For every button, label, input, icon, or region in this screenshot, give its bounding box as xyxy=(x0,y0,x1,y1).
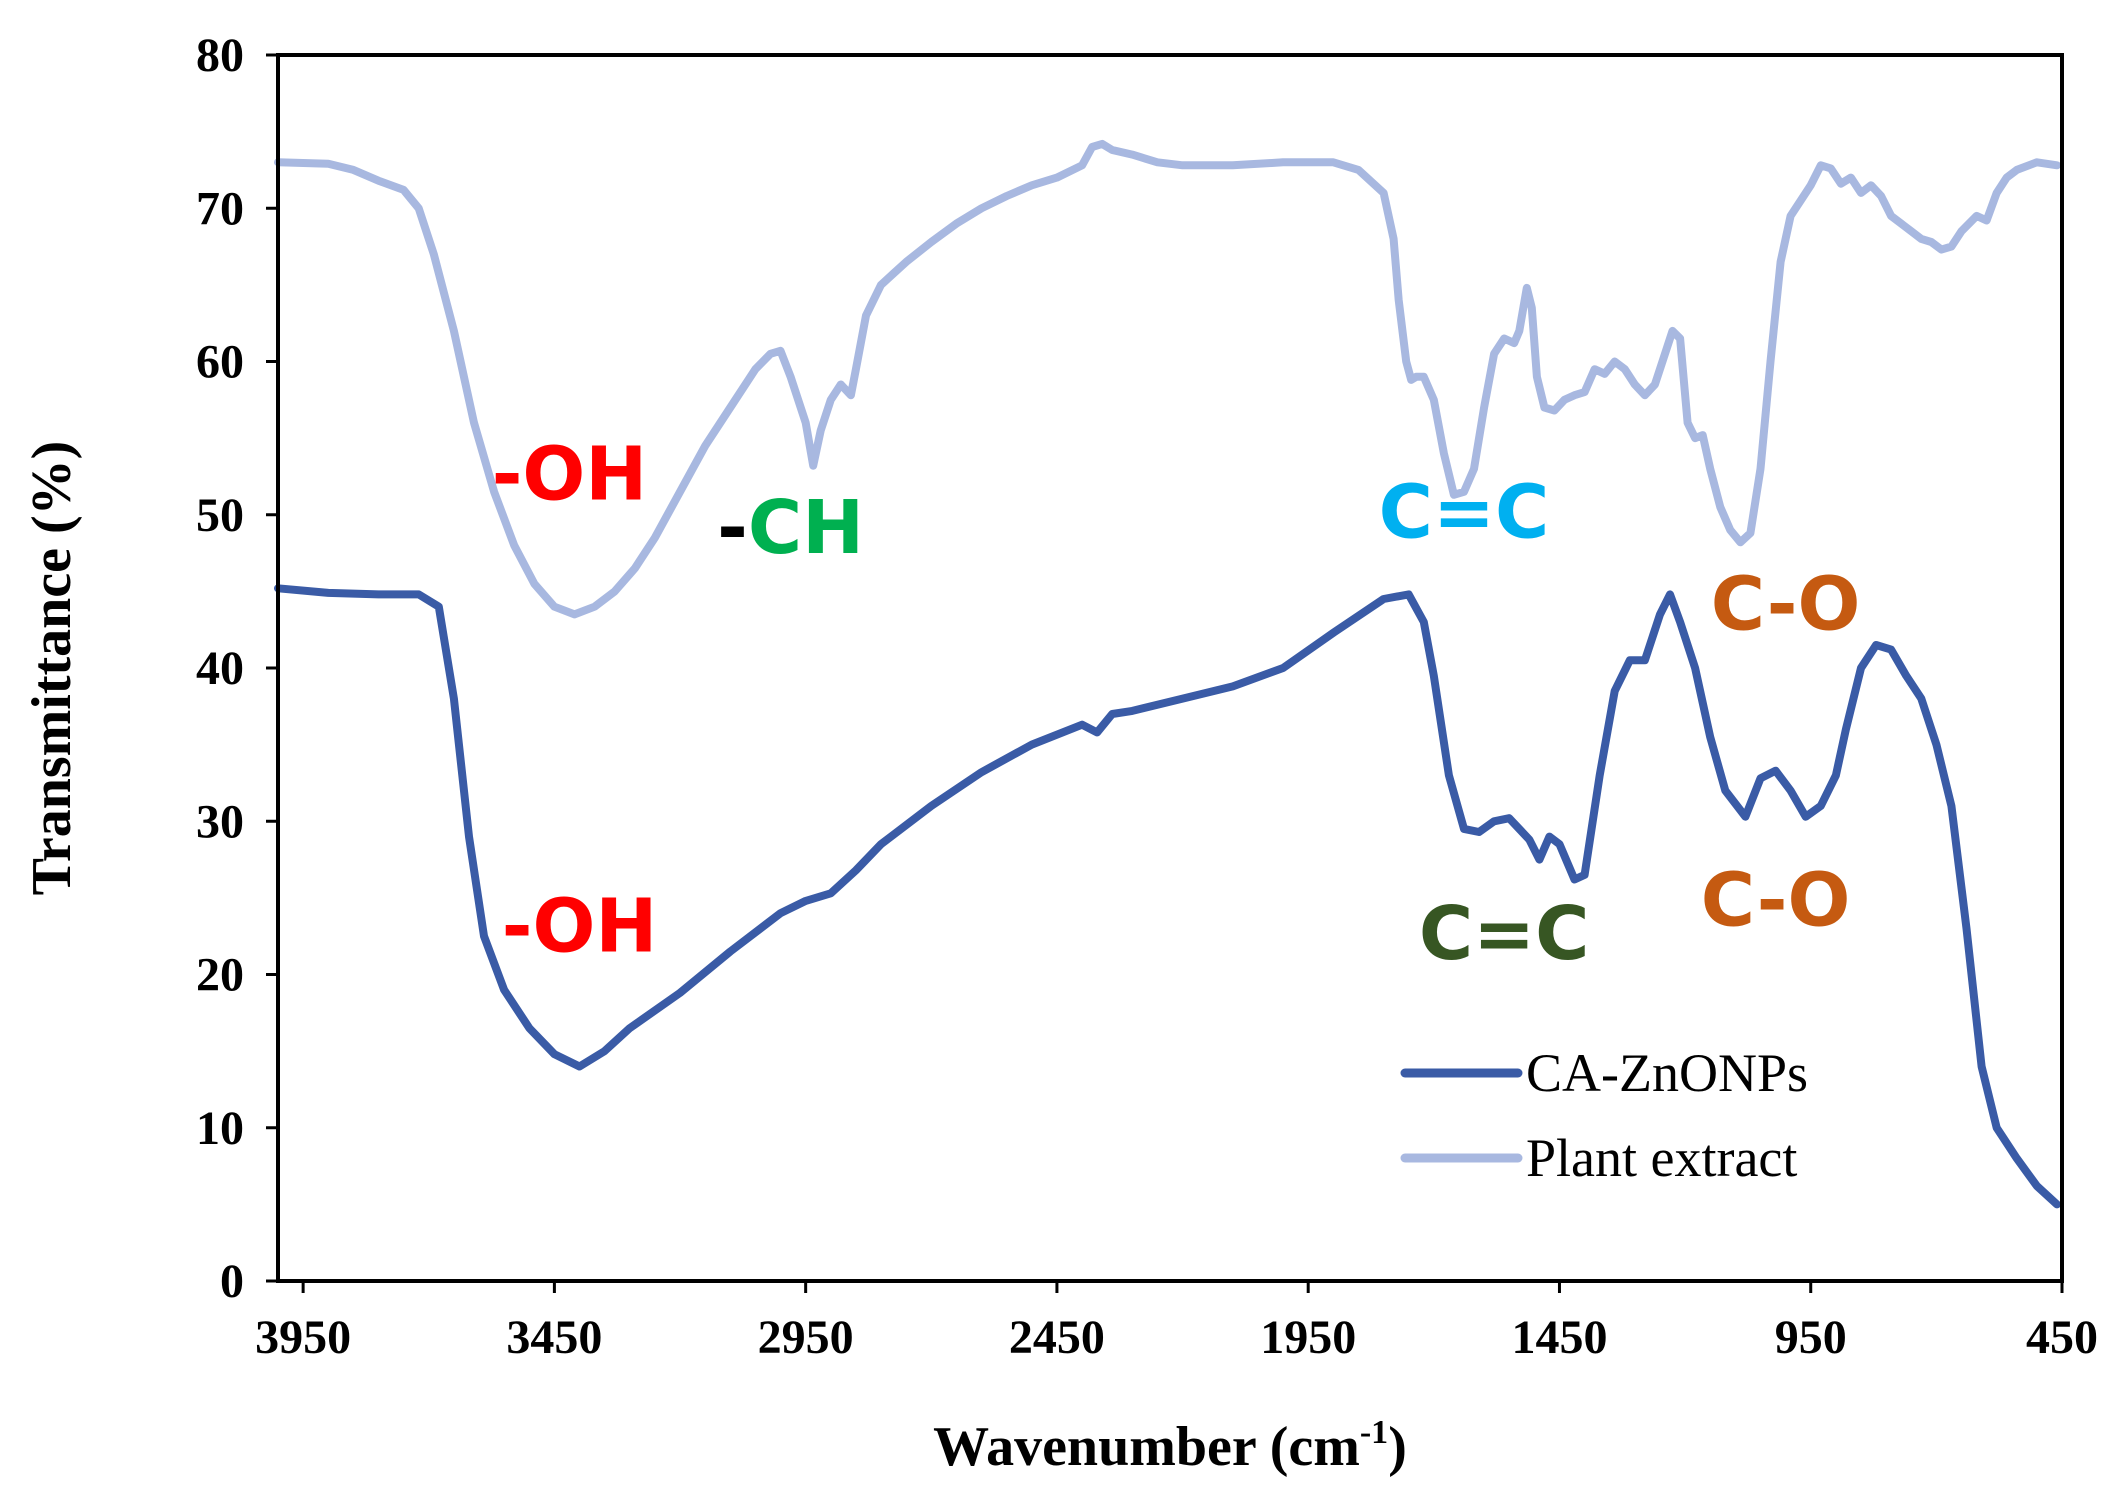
annotation-c-c: C=C xyxy=(1419,891,1590,977)
x-tick-label: 3450 xyxy=(506,1311,602,1364)
y-tick-label: 0 xyxy=(220,1255,244,1308)
x-tick-label: 450 xyxy=(2026,1311,2098,1364)
annotation-ch: -CH xyxy=(717,485,864,571)
y-tick-label: 70 xyxy=(196,182,244,235)
y-tick-label: 50 xyxy=(196,489,244,542)
y-tick-label: 60 xyxy=(196,336,244,389)
annotation-c-o: C-O xyxy=(1711,562,1861,648)
y-tick-label: 80 xyxy=(196,29,244,82)
x-tick-label: 1950 xyxy=(1260,1311,1356,1364)
x-axis-title-superscript: -1 xyxy=(1360,1414,1388,1451)
x-tick-label: 3950 xyxy=(255,1311,351,1364)
y-tick-label: 20 xyxy=(196,949,244,1002)
series-layer xyxy=(274,139,2061,1209)
annotation-layer: -OH -CH C=C C-O -OH C=C C-O xyxy=(492,431,1861,977)
annotation-oh: -OH xyxy=(492,431,648,517)
x-tick-label: 1450 xyxy=(1511,1311,1607,1364)
x-tick-label: 2450 xyxy=(1009,1311,1105,1364)
x-tick-label: 2950 xyxy=(758,1311,854,1364)
legend: CA-ZnONPs Plant extract xyxy=(1400,1043,1808,1188)
x-tick-label: 950 xyxy=(1775,1311,1847,1364)
series-line-ca-znonps xyxy=(274,584,2061,1209)
y-tick-label: 30 xyxy=(196,795,244,848)
y-tick-label: 10 xyxy=(196,1102,244,1155)
annotation-c-o: C-O xyxy=(1701,857,1851,943)
legend-label-ca-znonps: CA-ZnONPs xyxy=(1526,1043,1808,1103)
annotation-c-c: C=C xyxy=(1379,470,1550,556)
x-axis-title-suffix: ) xyxy=(1388,1416,1407,1478)
x-axis-title: Wavenumber (cm-1) xyxy=(933,1414,1407,1478)
series-line-plant-extract xyxy=(274,139,2061,619)
x-axis-title-main: Wavenumber (cm xyxy=(933,1416,1360,1478)
legend-label-plant-extract: Plant extract xyxy=(1526,1128,1797,1188)
y-tick-label: 40 xyxy=(196,642,244,695)
annotation-oh: -OH xyxy=(502,884,658,970)
tick-layer: 0 10 20 30 40 50 60 70 80 3950 3450 2950 2450 1950 145… xyxy=(196,29,2098,1364)
y-axis-title: Transmittance (%) xyxy=(21,441,83,896)
